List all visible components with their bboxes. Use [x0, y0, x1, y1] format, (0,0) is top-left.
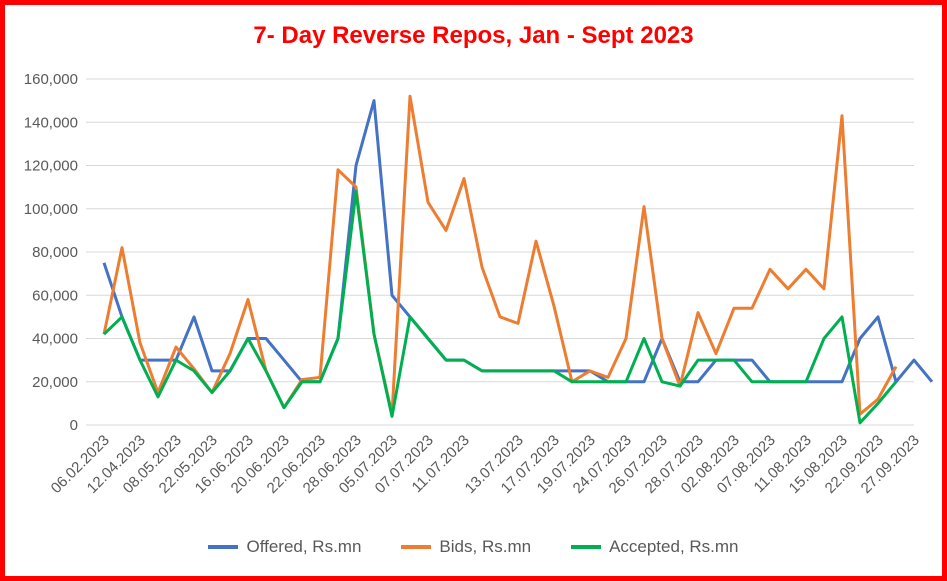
legend-swatch-offered [208, 545, 239, 549]
y-tick-label: 20,000 [32, 374, 78, 391]
y-tick-label: 100,000 [24, 201, 78, 218]
legend-label-bids: Bids, Rs.mn [439, 537, 532, 556]
chart-title: 7- Day Reverse Repos, Jan - Sept 2023 [253, 22, 694, 49]
y-tick-label: 140,000 [24, 114, 78, 131]
legend-item-accepted: Accepted, Rs.mn [571, 537, 739, 557]
series-line-accepted [102, 189, 898, 425]
legend-label-accepted: Accepted, Rs.mn [609, 537, 739, 556]
series-line-offered [102, 99, 934, 384]
y-tick-label: 120,000 [24, 158, 78, 175]
series-lines [102, 94, 934, 425]
y-tick-label: 80,000 [32, 244, 78, 261]
y-tick-label: 40,000 [32, 331, 78, 348]
gridlines [86, 78, 914, 426]
y-tick-label: 160,000 [24, 71, 78, 88]
legend-label-offered: Offered, Rs.mn [246, 537, 362, 556]
y-tick-label: 0 [70, 417, 78, 434]
series-line-bids [102, 94, 898, 416]
x-axis: 06.02.202312.04.202308.05.202322.05.2023… [48, 432, 923, 497]
legend-swatch-bids [401, 545, 432, 549]
y-axis: 0 20,000 40,000 60,000 80,000 100,000 120,000 1… [24, 71, 78, 434]
legend: Offered, Rs.mn Bids, Rs.mn Accepted, Rs.… [0, 537, 947, 557]
legend-item-offered: Offered, Rs.mn [208, 537, 361, 557]
legend-item-bids: Bids, Rs.mn [401, 537, 531, 557]
y-tick-label: 60,000 [32, 287, 78, 304]
legend-swatch-accepted [571, 545, 602, 549]
